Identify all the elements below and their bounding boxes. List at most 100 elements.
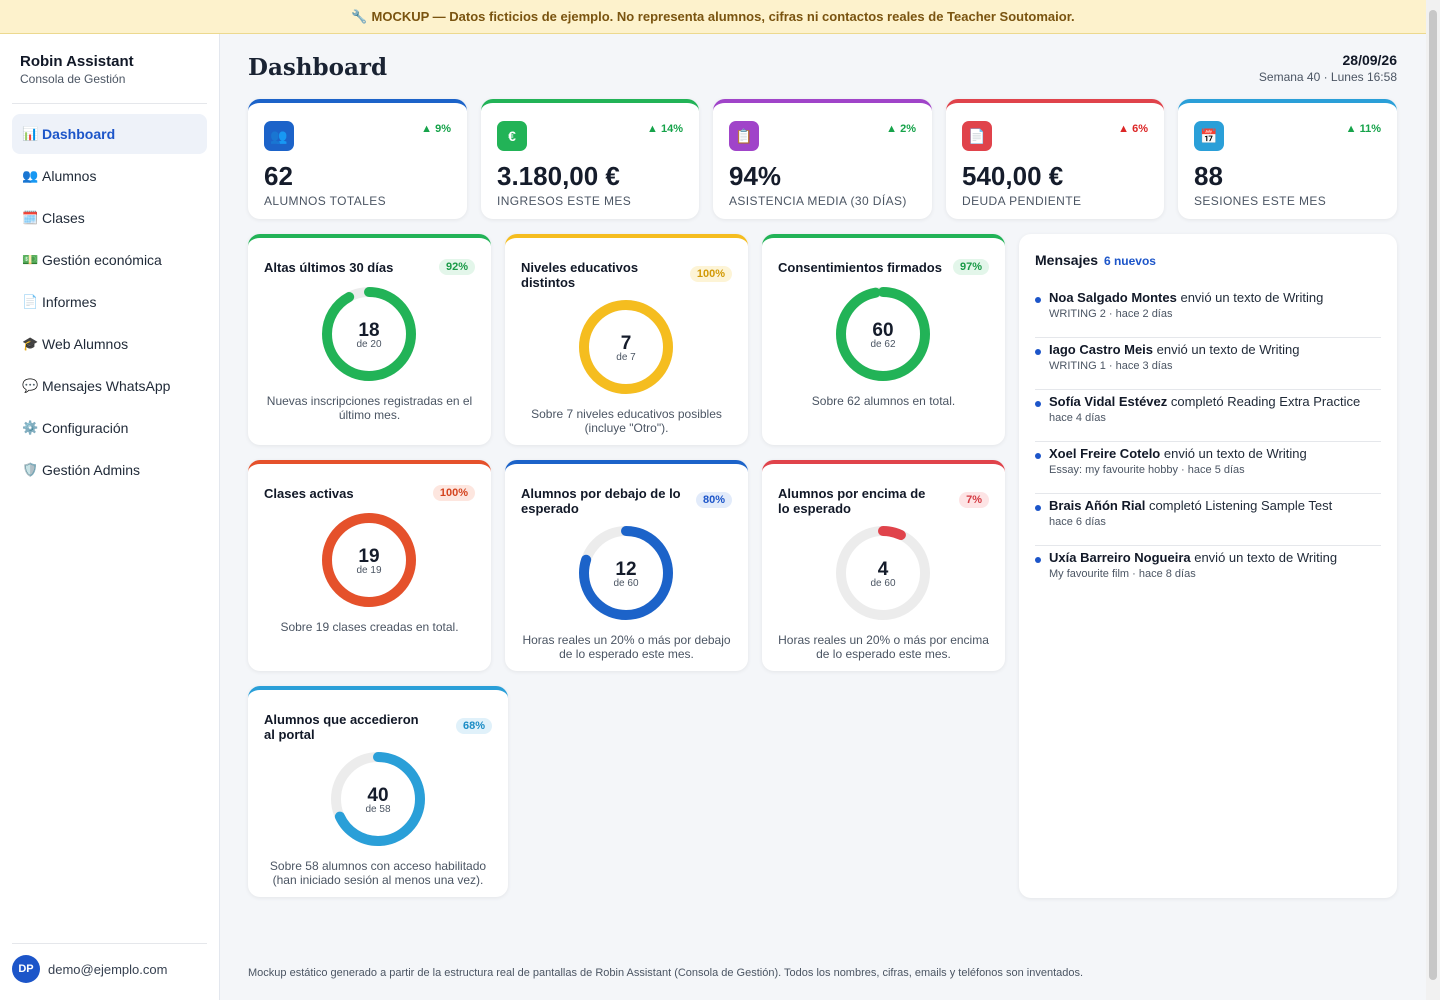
gauge-description: Sobre 19 clases creadas en total. [280, 620, 459, 634]
sidebar-item-label: Informes [42, 294, 97, 310]
gauge-ring [322, 287, 416, 381]
message-student: Xoel Freire Cotelo [1049, 446, 1161, 461]
euro-icon: € [497, 121, 527, 151]
gauge-ring [322, 513, 416, 607]
gauge-card-por-encima: Alumnos por encima de lo esperado 7% 4 d… [762, 460, 1005, 671]
clipboard-icon: 📋 [729, 121, 759, 151]
messages-panel: Mensajes 6 nuevos Noa Salgado Montes env… [1019, 234, 1397, 898]
sidebar-item-mensajes-whatsapp[interactable]: 💬 Mensajes WhatsApp [12, 366, 207, 406]
unread-dot-icon [1035, 453, 1041, 459]
kpi-value: 94% [729, 161, 782, 191]
gauge-description: Sobre 7 niveles educativos posibles (inc… [531, 407, 722, 435]
message-meta: Essay: my favourite hobby · hace 5 días [1049, 464, 1245, 476]
gear-icon: ⚙️ [22, 420, 39, 435]
users-icon: 👥 [22, 168, 39, 183]
sidebar-item-alumnos[interactable]: 👥 Alumnos [12, 156, 207, 196]
message-item[interactable]: Noa Salgado Montes envió un texto de Wri… [1035, 286, 1381, 338]
sidebar-item-label: Configuración [42, 420, 129, 436]
gauge-ring [836, 526, 930, 620]
gauge-title: Alumnos por encima de lo esperado [778, 486, 926, 516]
gauge-title: Altas últimos 30 días [264, 260, 394, 275]
kpi-trend: ▲ 2% [886, 123, 916, 135]
gauge-ring [836, 287, 930, 381]
sidebar-item-gestion-admins[interactable]: 🛡️ Gestión Admins [12, 450, 207, 490]
message-meta: My favourite film · hace 8 días [1049, 568, 1196, 580]
sidebar-item-label: Mensajes WhatsApp [42, 378, 171, 394]
sidebar-item-label: Gestión Admins [42, 462, 141, 478]
message-action: envió un texto de Writing [1160, 446, 1307, 461]
gauge-of: de 20 [356, 339, 382, 350]
gauge-value: 7 [620, 333, 632, 354]
page-title: Dashboard [248, 54, 388, 81]
messages-header: Mensajes 6 nuevos [1035, 252, 1156, 268]
avatar: DP [12, 955, 40, 983]
gauge-description: Sobre 62 alumnos en total. [811, 394, 956, 408]
gauge-badge: 92% [438, 259, 475, 275]
gauge-of: de 19 [356, 565, 382, 576]
sidebar-item-dashboard[interactable]: 📊 Dashboard [12, 114, 207, 154]
kpi-value: 88 [1194, 161, 1223, 191]
gauge-value: 40 [367, 785, 389, 806]
gauge-description: Sobre 58 alumnos con acceso habilitado (… [269, 859, 487, 887]
footer-note: Mockup estático generado a partir de la … [248, 967, 1084, 979]
gauge-arc [579, 526, 673, 620]
gauge-ring [579, 526, 673, 620]
gauge-ring [579, 300, 673, 394]
unread-dot-icon [1035, 557, 1041, 563]
sidebar-item-web-alumnos[interactable]: 🎓 Web Alumnos [12, 324, 207, 364]
page-scrollbar[interactable] [1426, 0, 1440, 1000]
message-student: Noa Salgado Montes [1049, 290, 1177, 305]
unread-dot-icon [1035, 401, 1041, 407]
sidebar-item-label: Alumnos [42, 168, 97, 184]
sidebar-item-informes[interactable]: 📄 Informes [12, 282, 207, 322]
calendar-icon: 🗓️ [22, 210, 39, 225]
gauge-arc [322, 513, 416, 607]
sidebar-item-configuracion[interactable]: ⚙️ Configuración [12, 408, 207, 448]
new-messages-count[interactable]: 6 nuevos [1103, 254, 1156, 268]
money-icon: 💵 [22, 252, 39, 267]
graduation-cap-icon: 🎓 [22, 336, 39, 351]
message-item[interactable]: Xoel Freire Cotelo envió un texto de Wri… [1035, 442, 1381, 494]
gauge-of: de 60 [613, 578, 639, 589]
kpi-trend: ▲ 6% [1118, 123, 1148, 135]
gauge-card-niveles: Niveles educativos distintos 100% 7 de 7… [505, 234, 748, 445]
sidebar-item-label: Clases [42, 210, 85, 226]
gauge-value: 18 [358, 320, 380, 341]
scrollbar-thumb[interactable] [1429, 10, 1437, 980]
gauge-card-clases-activas: Clases activas 100% 19 de 19 Sobre 19 cl… [248, 460, 491, 671]
kpi-label: INGRESOS ESTE MES [497, 194, 632, 208]
message-item[interactable]: Uxía Barreiro Nogueira envió un texto de… [1035, 546, 1381, 598]
sidebar-item-gestion-economica[interactable]: 💵 Gestión económica [12, 240, 207, 280]
message-item[interactable]: Sofía Vidal Estévez completó Reading Ext… [1035, 390, 1381, 442]
kpi-value: 540,00 € [962, 161, 1064, 191]
sidebar-item-label: Gestión económica [42, 252, 162, 268]
unread-dot-icon [1035, 349, 1041, 355]
gauge-badge: 97% [952, 259, 989, 275]
message-item[interactable]: Iago Castro Meis envió un texto de Writi… [1035, 338, 1381, 390]
wrench-icon: 🔧 [351, 8, 368, 24]
message-meta: hace 4 días [1049, 412, 1106, 424]
sidebar-nav: 📊 Dashboard 👥 Alumnos 🗓️ Clases 💵 Gestió… [12, 114, 207, 492]
kpi-card-deuda: 📄 ▲ 6% 540,00 € DEUDA PENDIENTE [946, 99, 1164, 219]
message-student: Sofía Vidal Estévez [1049, 394, 1168, 409]
gauge-arc [322, 287, 416, 381]
shield-icon: 🛡️ [22, 462, 39, 477]
kpi-label: SESIONES ESTE MES [1194, 194, 1327, 208]
gauge-badge: 100% [432, 485, 475, 501]
brand-title: Robin Assistant [20, 53, 134, 70]
gauge-value: 4 [877, 559, 889, 580]
kpi-label: ASISTENCIA MEDIA (30 DÍAS) [729, 194, 907, 208]
user-account[interactable]: DP demo@ejemplo.com [12, 955, 167, 983]
users-icon: 👥 [264, 121, 294, 151]
gauge-ring [331, 752, 425, 846]
sidebar-item-clases[interactable]: 🗓️ Clases [12, 198, 207, 238]
message-item[interactable]: Brais Añón Rial completó Listening Sampl… [1035, 494, 1381, 546]
message-meta: WRITING 2 · hace 2 días [1049, 308, 1173, 320]
gauge-title: Niveles educativos distintos [521, 260, 639, 290]
mockup-banner: 🔧 MOCKUP — Datos ficticios de ejemplo. N… [0, 0, 1426, 34]
message-meta: WRITING 1 · hace 3 días [1049, 360, 1173, 372]
gauge-of: de 62 [870, 339, 896, 350]
gauge-value: 60 [872, 320, 894, 341]
current-date: 28/09/26 [1342, 52, 1398, 68]
kpi-trend: ▲ 11% [1345, 123, 1381, 135]
